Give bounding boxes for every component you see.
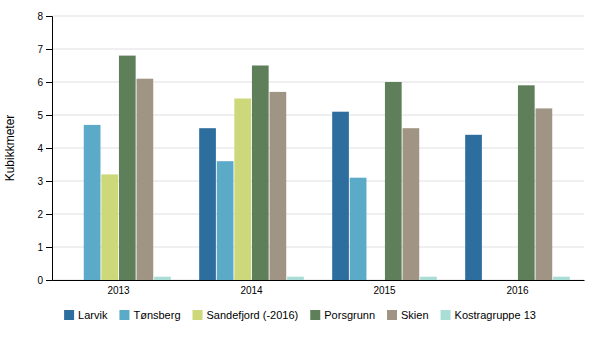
- y-tick-label: 4: [37, 143, 43, 154]
- bar: [287, 277, 304, 280]
- bar: [553, 277, 570, 280]
- y-tick-label: 0: [37, 275, 43, 286]
- legend-label: Sandefjord (-2016): [207, 309, 299, 321]
- y-axis-line: [46, 17, 53, 281]
- x-tick-label: 2016: [506, 285, 529, 296]
- legend-item: Porsgrunn: [310, 309, 375, 321]
- y-tick-label: 8: [37, 11, 43, 22]
- bar: [234, 99, 251, 281]
- bar: [420, 277, 437, 280]
- legend-item: Skien: [387, 309, 429, 321]
- grid-line: [52, 49, 584, 50]
- bar: [385, 82, 402, 280]
- y-tick-label: 6: [37, 77, 43, 88]
- legend-label: Porsgrunn: [324, 309, 375, 321]
- bar: [518, 85, 535, 280]
- x-tick: 2013: [107, 285, 130, 296]
- legend: Larvik Tønsberg Sandefjord (-2016) Porsgrun…: [64, 309, 536, 321]
- bar: [465, 135, 482, 280]
- legend-swatch: [387, 310, 397, 320]
- x-tick: 2015: [373, 285, 396, 296]
- bar-series: [137, 79, 553, 280]
- legend-swatch: [64, 310, 74, 320]
- legend-item: Sandefjord (-2016): [193, 309, 299, 321]
- y-axis-title: Kubikkmeter: [3, 115, 17, 182]
- x-axis-line: [53, 280, 585, 281]
- bar: [217, 161, 234, 280]
- bar: [66, 280, 83, 281]
- grid-line: [52, 16, 584, 17]
- y-axis: 0 1 2 3 4 5 6 7 8: [37, 11, 52, 286]
- y-tick: 5: [37, 110, 52, 121]
- bar: [350, 178, 367, 280]
- y-tick-mark: [46, 115, 52, 116]
- bar: [332, 112, 349, 280]
- bars: [84, 56, 570, 280]
- legend-label: Kostragruppe 13: [455, 309, 536, 321]
- y-tick: 0: [37, 275, 52, 286]
- y-tick-mark: [46, 247, 52, 248]
- chart: 0 1 2 3 4 5 6 7 8 2013 2014 2015 2016 Kubikkmeter Larv…: [0, 0, 600, 338]
- plot: 0 1 2 3 4 5 6 7 8 2013 2014 2015 2016: [37, 11, 584, 296]
- y-tick-label: 2: [37, 209, 43, 220]
- legend-item: Tønsberg: [119, 309, 180, 321]
- y-tick: 3: [37, 176, 52, 187]
- legend-label: Skien: [401, 309, 429, 321]
- legend-swatch: [441, 310, 451, 320]
- y-tick-label: 7: [37, 44, 43, 55]
- y-tick: 7: [37, 44, 52, 55]
- bar: [367, 280, 384, 281]
- y-tick-label: 5: [37, 110, 43, 121]
- legend-item: Kostragruppe 13: [441, 309, 536, 321]
- bar: [137, 79, 154, 280]
- bar: [119, 56, 136, 280]
- x-tick-label: 2013: [107, 285, 130, 296]
- y-tick: 2: [37, 209, 52, 220]
- bar: [101, 174, 118, 280]
- bar: [270, 92, 287, 280]
- y-tick-mark: [46, 181, 52, 182]
- y-tick-label: 3: [37, 176, 43, 187]
- y-tick: 6: [37, 77, 52, 88]
- legend-label: Tønsberg: [133, 309, 180, 321]
- legend-swatch: [310, 310, 320, 320]
- bar: [199, 128, 216, 280]
- bar: [84, 125, 101, 280]
- x-tick-label: 2014: [240, 285, 263, 296]
- bar: [252, 66, 269, 281]
- x-axis: 2013 2014 2015 2016: [53, 281, 585, 297]
- bar: [483, 280, 500, 281]
- bar: [403, 128, 420, 280]
- legend-swatch: [193, 310, 203, 320]
- legend-swatch: [119, 310, 129, 320]
- y-tick-mark: [46, 280, 52, 281]
- y-tick-mark: [46, 148, 52, 149]
- x-tick-label: 2015: [373, 285, 396, 296]
- legend-item: Larvik: [64, 309, 108, 321]
- bar-series: [154, 277, 570, 280]
- y-tick-mark: [46, 49, 52, 50]
- x-tick: 2016: [506, 285, 529, 296]
- bar: [500, 280, 517, 281]
- y-tick: 1: [37, 242, 52, 253]
- bar-series: [119, 56, 535, 280]
- bar: [536, 108, 553, 280]
- y-tick-mark: [46, 16, 52, 17]
- y-tick: 8: [37, 11, 52, 22]
- x-tick: 2014: [240, 285, 263, 296]
- y-tick-mark: [46, 214, 52, 215]
- grid: [52, 16, 584, 280]
- bar: [154, 277, 171, 280]
- y-tick-label: 1: [37, 242, 43, 253]
- y-tick-mark: [46, 82, 52, 83]
- y-tick: 4: [37, 143, 52, 154]
- legend-label: Larvik: [78, 309, 108, 321]
